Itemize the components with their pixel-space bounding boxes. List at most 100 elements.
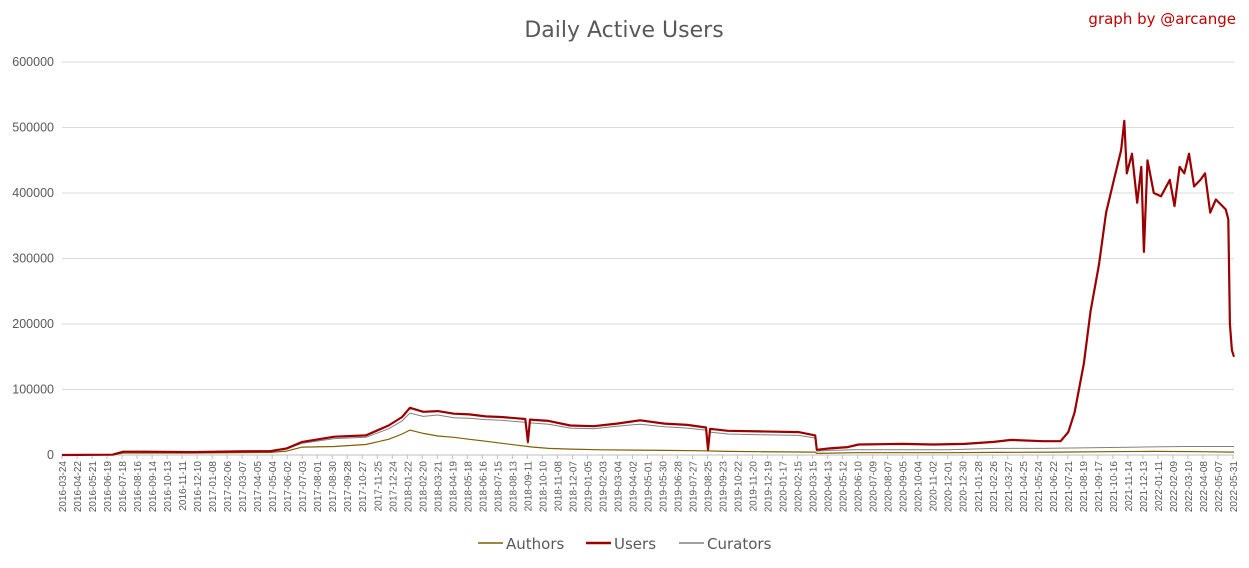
y-tick-label: 500000 xyxy=(12,121,54,135)
x-tick-label: 2020-12-01 xyxy=(944,461,955,513)
x-tick-label: 2021-08-19 xyxy=(1079,461,1090,513)
x-tick-label: 2016-03-24 xyxy=(58,461,69,513)
x-tick-label: 2018-02-20 xyxy=(418,461,429,513)
x-tick-label: 2022-05-31 xyxy=(1229,461,1240,513)
x-tick-label: 2021-06-22 xyxy=(1049,461,1060,513)
x-tick-label: 2022-01-11 xyxy=(1154,461,1165,512)
x-tick-label: 2020-10-04 xyxy=(914,461,925,513)
x-tick-label: 2016-04-22 xyxy=(73,461,84,513)
y-tick-label: 200000 xyxy=(12,317,54,331)
series-line-users xyxy=(61,119,1236,457)
x-tick-label: 2019-01-05 xyxy=(583,461,594,513)
x-tick-label: 2017-02-06 xyxy=(223,461,234,513)
x-tick-label: 2020-06-10 xyxy=(854,461,865,513)
x-tick-label: 2019-03-04 xyxy=(613,461,624,513)
x-tick-label: 2021-12-13 xyxy=(1139,461,1150,513)
chart-credit: graph by @arcange xyxy=(1088,10,1236,28)
legend-label-authors: Authors xyxy=(506,535,565,553)
x-tick-label: 2019-12-19 xyxy=(764,461,775,513)
x-tick-label: 2017-03-07 xyxy=(238,461,249,513)
x-tick-label: 2019-09-23 xyxy=(719,461,730,513)
x-tick-label: 2018-05-18 xyxy=(463,461,474,513)
x-tick-label: 2022-02-09 xyxy=(1169,461,1180,513)
legend-label-curators: Curators xyxy=(707,535,772,553)
x-tick-label: 2019-08-25 xyxy=(704,461,715,513)
x-tick-label: 2022-03-10 xyxy=(1184,461,1195,513)
x-tick-label: 2021-04-25 xyxy=(1019,461,1030,513)
x-tick-label: 2021-01-28 xyxy=(974,461,985,513)
x-tick-label: 2019-11-20 xyxy=(749,461,760,512)
chart-title: Daily Active Users xyxy=(524,18,723,43)
x-tick-label: 2018-04-19 xyxy=(448,461,459,513)
x-tick-label: 2020-08-07 xyxy=(884,461,895,513)
x-tick-label: 2016-11-11 xyxy=(178,461,189,511)
y-tick-label: 0 xyxy=(47,448,54,462)
legend: Authors Users Curators xyxy=(478,535,772,553)
x-tick-label: 2017-07-03 xyxy=(298,461,309,513)
series-line-curators xyxy=(61,412,1234,456)
x-tick-label: 2016-10-13 xyxy=(163,461,174,513)
x-tick-label: 2020-05-12 xyxy=(839,461,850,513)
x-tick-label: 2018-10-10 xyxy=(538,461,549,513)
x-tick-label: 2019-05-30 xyxy=(658,461,669,513)
x-tick-label: 2017-11-25 xyxy=(373,461,384,512)
x-tick-label: 2021-03-27 xyxy=(1004,461,1015,513)
y-tick-label: 400000 xyxy=(12,186,54,200)
x-tick-label: 2020-01-17 xyxy=(779,461,790,513)
x-tick-label: 2020-02-15 xyxy=(794,461,805,513)
x-tick-label: 2017-12-24 xyxy=(388,461,399,513)
x-tick-label: 2017-08-01 xyxy=(313,461,324,513)
series-lines xyxy=(61,119,1236,457)
x-tick-label: 2021-11-14 xyxy=(1124,461,1135,512)
x-tick-label: 2019-04-02 xyxy=(628,461,639,513)
x-tick-label: 2017-05-04 xyxy=(268,461,279,513)
x-tick-label: 2018-06-16 xyxy=(478,461,489,513)
x-tick-label: 2019-07-27 xyxy=(689,461,700,513)
x-tick-label: 2019-05-01 xyxy=(643,461,654,513)
x-tick-label: 2018-07-15 xyxy=(493,461,504,513)
x-tick-label: 2017-01-08 xyxy=(208,461,219,513)
x-tick-label: 2018-03-21 xyxy=(433,461,444,513)
y-tick-label: 300000 xyxy=(12,252,54,266)
x-tick-label: 2021-10-16 xyxy=(1109,461,1120,513)
x-tick-label: 2019-06-28 xyxy=(674,461,685,513)
gridlines xyxy=(62,61,1234,456)
x-tick-label: 2021-09-17 xyxy=(1094,461,1105,513)
x-tick-label: 2017-04-05 xyxy=(253,461,264,513)
x-tick-label: 2021-02-26 xyxy=(989,461,1000,513)
x-tick-label: 2016-08-16 xyxy=(133,461,144,513)
x-tick-label: 2020-09-05 xyxy=(899,461,910,513)
x-tick-label: 2020-04-13 xyxy=(824,461,835,513)
x-tick-label: 2018-12-07 xyxy=(568,461,579,513)
x-tick-label: 2017-08-30 xyxy=(328,461,339,513)
x-tick-label: 2022-05-07 xyxy=(1214,461,1225,513)
x-axis-ticks: 2016-03-24 2016-04-22 2016-05-21 2016-06-19… xyxy=(58,455,1240,512)
x-tick-label: 2020-12-30 xyxy=(959,461,970,513)
series-line-authors xyxy=(61,429,1235,456)
x-tick-label: 2017-06-02 xyxy=(283,461,294,513)
x-tick-label: 2016-07-18 xyxy=(118,461,129,513)
y-tick-label: 100000 xyxy=(12,383,54,397)
x-tick-label: 2017-09-28 xyxy=(343,461,354,513)
x-tick-label: 2019-02-03 xyxy=(598,461,609,513)
x-tick-label: 2020-11-02 xyxy=(929,461,940,512)
x-tick-label: 2016-09-14 xyxy=(148,461,159,513)
x-tick-label: 2018-09-11 xyxy=(523,461,534,512)
y-axis-ticks: 0 100000 200000 300000 400000 500000 600000 xyxy=(12,55,54,462)
x-tick-label: 2021-05-24 xyxy=(1034,461,1045,513)
x-tick-label: 2016-12-10 xyxy=(193,461,204,513)
legend-label-users: Users xyxy=(614,535,656,553)
x-tick-label: 2022-04-08 xyxy=(1199,461,1210,513)
y-tick-label: 600000 xyxy=(12,55,54,69)
x-tick-label: 2019-10-22 xyxy=(734,461,745,513)
x-tick-label: 2018-08-13 xyxy=(508,461,519,513)
x-tick-label: 2016-06-19 xyxy=(103,461,114,513)
x-tick-label: 2017-10-27 xyxy=(358,461,369,513)
x-tick-label: 2020-03-15 xyxy=(809,461,820,513)
x-tick-label: 2020-07-09 xyxy=(869,461,880,513)
x-tick-label: 2016-05-21 xyxy=(88,461,99,513)
x-tick-label: 2018-11-08 xyxy=(553,461,564,512)
x-tick-label: 2018-01-22 xyxy=(403,461,414,513)
